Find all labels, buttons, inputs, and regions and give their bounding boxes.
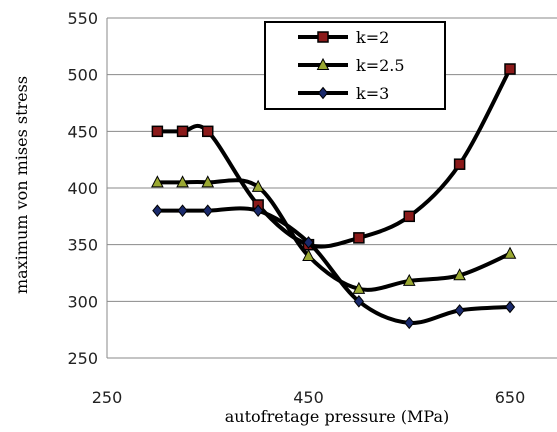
series-k=3 bbox=[152, 204, 516, 330]
series bbox=[151, 63, 517, 330]
legend-label: k=2.5 bbox=[356, 56, 405, 75]
data-point bbox=[504, 63, 516, 75]
y-tick-label: 400 bbox=[67, 179, 98, 198]
legend-item: k=2.5 bbox=[298, 56, 405, 75]
data-point bbox=[152, 204, 163, 217]
y-tick-label: 250 bbox=[67, 349, 98, 368]
x-axis-title: autofretage pressure (MPa) bbox=[225, 407, 449, 426]
data-point bbox=[302, 248, 315, 261]
x-tick-label: 450 bbox=[293, 388, 324, 407]
data-point bbox=[151, 125, 164, 138]
legend-item: k=2 bbox=[298, 28, 389, 47]
data-point bbox=[202, 125, 214, 138]
data-point bbox=[453, 268, 466, 281]
axes bbox=[106, 18, 557, 359]
series-line bbox=[157, 206, 511, 325]
data-point bbox=[403, 210, 415, 223]
data-point bbox=[453, 158, 466, 170]
data-point bbox=[176, 175, 189, 188]
data-point bbox=[201, 175, 215, 188]
legend-item: k=3 bbox=[298, 84, 389, 103]
legend-label: k=2 bbox=[356, 28, 389, 47]
y-tick-label: 500 bbox=[67, 66, 98, 85]
data-point bbox=[504, 300, 516, 314]
x-tick-label: 250 bbox=[92, 388, 123, 407]
y-axis-title: maximum von mises stress bbox=[12, 76, 31, 294]
data-point bbox=[176, 125, 189, 138]
data-point bbox=[352, 281, 366, 294]
legend-marker bbox=[316, 57, 330, 70]
data-point bbox=[454, 304, 465, 317]
data-point bbox=[303, 236, 314, 249]
data-point bbox=[402, 273, 416, 286]
y-tick-label: 550 bbox=[67, 9, 98, 28]
data-point bbox=[202, 204, 213, 217]
legend-marker bbox=[317, 86, 329, 100]
data-point bbox=[151, 175, 164, 188]
legend: k=2 k=2.5 k=3 bbox=[264, 21, 446, 110]
data-point bbox=[251, 179, 265, 192]
y-tick-label: 450 bbox=[67, 122, 98, 141]
data-point bbox=[503, 246, 517, 259]
data-point bbox=[252, 204, 264, 217]
legend-label: k=3 bbox=[356, 84, 389, 103]
series-k=2.5 bbox=[151, 175, 517, 294]
x-tick-label: 650 bbox=[495, 388, 526, 407]
legend-marker bbox=[317, 31, 329, 43]
legend-box bbox=[264, 21, 446, 110]
tick-labels: 250 300 350 400 450 500 550 250 450 650 bbox=[67, 9, 525, 407]
y-tick-label: 300 bbox=[67, 292, 98, 311]
data-point bbox=[177, 204, 188, 217]
data-point bbox=[353, 232, 365, 244]
y-tick-label: 350 bbox=[67, 236, 98, 255]
data-point bbox=[404, 316, 415, 330]
data-point bbox=[353, 295, 365, 308]
